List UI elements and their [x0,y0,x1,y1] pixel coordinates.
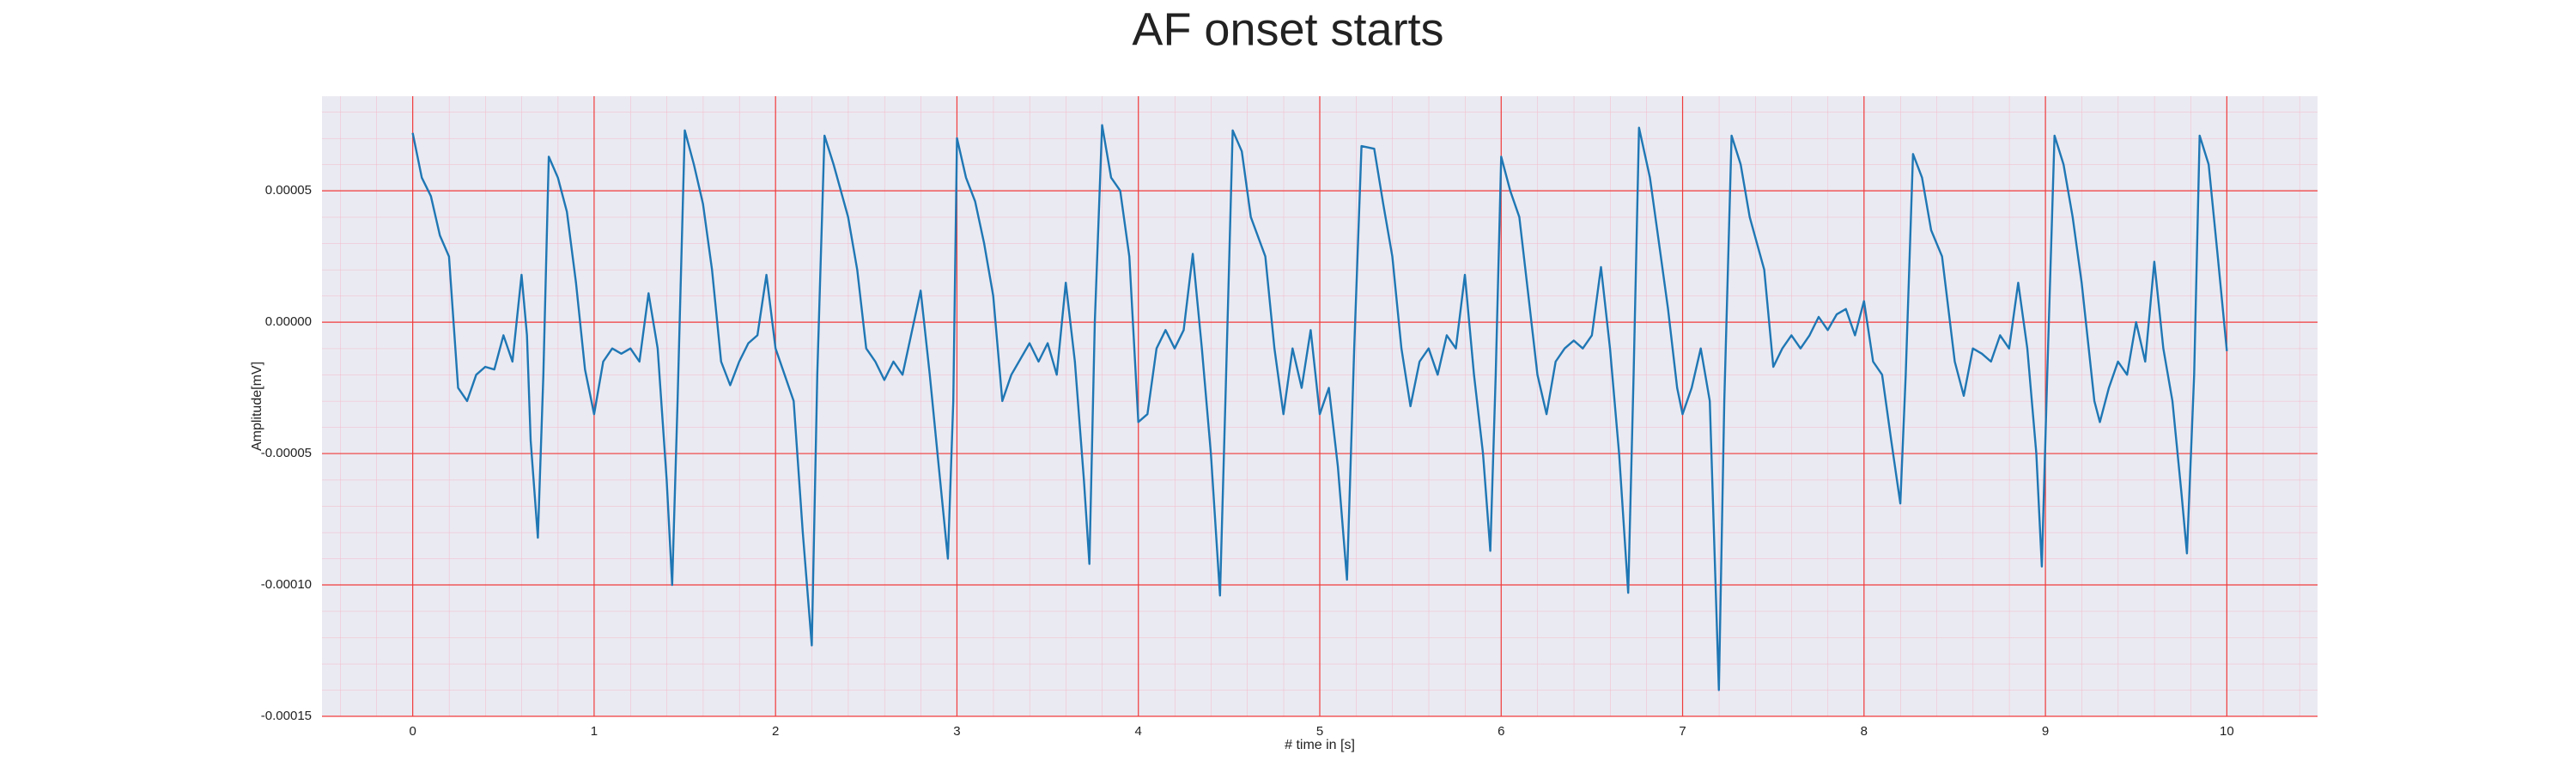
line-series [411,124,2228,691]
x-tick-label: 9 [2042,724,2049,739]
x-tick-label: 2 [772,724,779,739]
x-tick-label: 4 [1135,724,1142,739]
x-tick-label: 8 [1861,724,1868,739]
y-tick-label: 0.00000 [265,314,312,329]
y-tick-label: -0.00015 [261,709,312,723]
x-tick-label: 6 [1498,724,1504,739]
x-tick-label: 7 [1679,724,1686,739]
x-tick-label: 10 [2220,724,2234,739]
x-tick-label: 1 [591,724,598,739]
x-tick-label: 3 [953,724,960,739]
chart-title: AF onset starts [1132,3,1443,55]
y-axis-label: Amplitude[mV] [250,362,264,451]
x-tick-label: 5 [1316,724,1323,739]
y-tick-label: -0.00005 [261,446,312,460]
x-tick-label: 0 [409,724,416,739]
y-tick-label: -0.00010 [261,577,312,592]
x-axis-label: # time in [s] [1285,738,1355,752]
y-tick-label: 0.00005 [265,183,312,198]
